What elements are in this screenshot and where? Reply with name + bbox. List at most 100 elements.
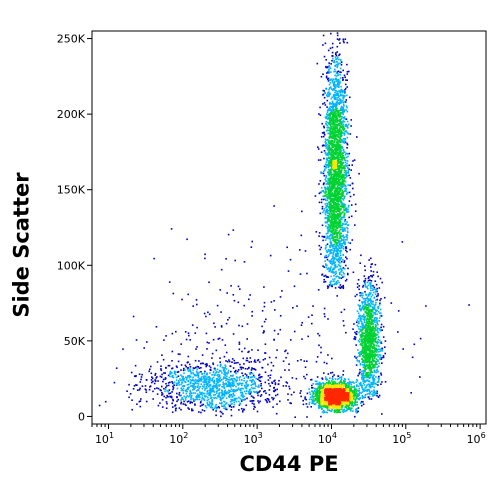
event-dot [207,403,209,406]
event-dot [358,360,360,362]
event-dot [261,387,263,390]
event-dot [332,205,334,208]
event-dot [341,235,344,238]
event-dot [370,303,373,305]
event-dot [354,203,357,206]
event-dot [332,112,334,114]
event-dot [334,121,336,124]
event-dot [257,378,259,381]
event-dot [376,390,378,393]
event-dot [324,315,326,318]
event-dot [326,237,329,239]
event-dot [362,305,364,307]
event-dot [304,366,307,368]
event-dot [361,350,363,353]
event-dot [339,196,341,198]
event-dot [342,409,345,411]
event-dot [257,349,259,351]
event-dot [361,386,363,388]
event-dot [365,355,368,357]
event-dot [207,381,209,383]
event-dot [330,262,332,265]
event-dot [173,384,176,387]
event-dot [289,258,292,261]
event-dot [328,189,330,192]
event-dot [196,393,199,395]
event-dot [333,137,335,139]
event-dot [335,119,337,121]
event-dot [182,392,185,394]
event-dot [251,240,253,243]
event-dot [196,303,198,306]
event-dot [274,379,276,382]
event-dot [341,198,344,200]
event-dot [374,317,376,319]
event-dot [361,301,363,303]
event-dot [329,92,331,95]
event-dot [343,96,345,98]
event-dot [317,148,320,150]
event-dot [341,156,344,158]
event-dot [316,392,319,394]
event-dot [224,377,226,379]
event-dot [153,382,156,385]
event-dot [318,232,321,234]
event-dot [329,120,332,123]
event-dot [372,392,375,394]
event-dot [203,372,206,375]
event-dot [328,182,331,185]
event-dot [322,44,324,46]
event-dot [255,377,258,380]
event-dot [360,309,362,312]
event-dot [171,372,173,374]
event-dot [340,71,342,74]
event-dot [263,320,266,323]
event-dot [342,140,345,143]
event-dot [201,387,204,390]
event-dot [330,242,333,244]
event-dot [342,259,344,261]
event-dot [215,349,218,352]
event-dot [135,384,137,386]
event-dot [246,323,249,325]
event-dot [335,105,338,107]
event-dot [328,127,331,129]
event-dot [374,321,376,323]
event-dot [367,315,370,318]
event-dot [325,246,327,249]
event-dot [225,402,228,404]
event-dot [371,319,373,321]
event-dot [315,231,318,233]
event-dot [344,180,347,183]
event-dot [337,143,339,145]
event-dot [335,78,337,80]
event-dot [339,71,341,73]
event-dot [230,409,233,411]
event-dot [336,119,339,122]
event-dot [161,406,164,408]
event-dot [153,257,155,260]
event-dot [319,106,321,109]
event-dot [339,130,341,132]
event-dot [192,385,194,388]
event-dot [345,130,347,132]
event-dot [321,224,324,227]
event-dot [189,382,192,385]
event-dot [345,278,348,281]
event-dot [202,392,205,395]
event-dot [337,254,339,256]
event-dot [134,364,137,367]
event-dot [224,364,226,366]
event-dot [328,269,331,272]
event-dot [250,361,252,363]
event-dot [366,349,369,351]
event-dot [233,362,236,364]
event-dot [335,218,338,220]
event-dot [343,41,345,44]
event-dot [311,322,313,325]
event-dot [372,395,374,397]
event-dot [210,391,212,394]
event-dot [332,280,335,282]
event-dot [328,79,331,81]
event-dot [362,332,365,335]
